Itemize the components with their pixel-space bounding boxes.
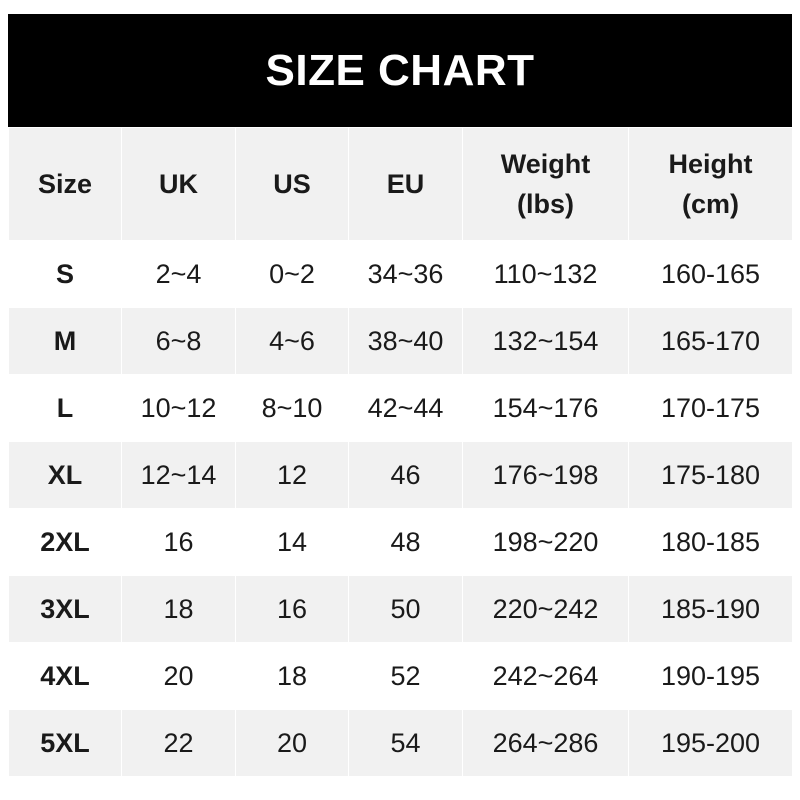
header-text: Weight [500, 149, 591, 179]
cell-weight: 154~176 [462, 374, 629, 442]
table-row: XL 12~14 12 46 176~198 175-180 [8, 441, 793, 509]
cell-us: 0~2 [235, 240, 349, 308]
cell-us: 12 [235, 441, 349, 509]
cell-eu: 52 [348, 642, 463, 710]
cell-us: 8~10 [235, 374, 349, 442]
table-row: 3XL 18 16 50 220~242 185-190 [8, 575, 793, 643]
column-header-eu: EU [348, 127, 463, 241]
cell-eu: 42~44 [348, 374, 463, 442]
cell-uk: 10~12 [121, 374, 236, 442]
cell-uk: 16 [121, 508, 236, 576]
cell-size: 3XL [8, 575, 122, 643]
cell-eu: 50 [348, 575, 463, 643]
table-row: S 2~4 0~2 34~36 110~132 160-165 [8, 240, 793, 308]
cell-weight: 176~198 [462, 441, 629, 509]
header-text: Size [37, 169, 93, 199]
cell-us: 18 [235, 642, 349, 710]
cell-weight: 110~132 [462, 240, 629, 308]
cell-uk: 20 [121, 642, 236, 710]
table-row: 2XL 16 14 48 198~220 180-185 [8, 508, 793, 576]
size-chart-table: Size UK US EU Weight (lbs) Height (cm) S 2~4 0~2 3… [8, 127, 793, 777]
cell-size: 2XL [8, 508, 122, 576]
cell-height: 190-195 [628, 642, 793, 710]
cell-eu: 46 [348, 441, 463, 509]
header-text: US [273, 169, 311, 199]
cell-height: 170-175 [628, 374, 793, 442]
header-row: Size UK US EU Weight (lbs) Height (cm) [8, 127, 793, 241]
cell-weight: 220~242 [462, 575, 629, 643]
table-row: L 10~12 8~10 42~44 154~176 170-175 [8, 374, 793, 442]
cell-height: 185-190 [628, 575, 793, 643]
header-text: UK [159, 169, 198, 199]
column-header-size: Size [8, 127, 122, 241]
column-header-weight: Weight (lbs) [462, 127, 629, 241]
header-text: (lbs) [517, 189, 574, 219]
cell-uk: 2~4 [121, 240, 236, 308]
cell-weight: 264~286 [462, 709, 629, 777]
cell-height: 180-185 [628, 508, 793, 576]
cell-height: 165-170 [628, 307, 793, 375]
cell-uk: 6~8 [121, 307, 236, 375]
cell-size: XL [8, 441, 122, 509]
cell-us: 20 [235, 709, 349, 777]
cell-us: 4~6 [235, 307, 349, 375]
cell-height: 175-180 [628, 441, 793, 509]
column-header-height: Height (cm) [628, 127, 793, 241]
cell-weight: 132~154 [462, 307, 629, 375]
page-title: SIZE CHART [265, 45, 535, 95]
cell-size: 4XL [8, 642, 122, 710]
cell-us: 16 [235, 575, 349, 643]
header-text: (cm) [681, 189, 739, 219]
cell-size: M [8, 307, 122, 375]
title-banner: SIZE CHART [8, 14, 792, 127]
cell-us: 14 [235, 508, 349, 576]
table-row: 5XL 22 20 54 264~286 195-200 [8, 709, 793, 777]
table-row: M 6~8 4~6 38~40 132~154 165-170 [8, 307, 793, 375]
cell-size: 5XL [8, 709, 122, 777]
cell-uk: 18 [121, 575, 236, 643]
cell-size: L [8, 374, 122, 442]
cell-height: 160-165 [628, 240, 793, 308]
cell-uk: 22 [121, 709, 236, 777]
cell-eu: 48 [348, 508, 463, 576]
header-text: Height [668, 149, 753, 179]
cell-eu: 54 [348, 709, 463, 777]
cell-uk: 12~14 [121, 441, 236, 509]
column-header-us: US [235, 127, 349, 241]
header-text: EU [386, 169, 425, 199]
cell-size: S [8, 240, 122, 308]
cell-weight: 198~220 [462, 508, 629, 576]
cell-weight: 242~264 [462, 642, 629, 710]
cell-height: 195-200 [628, 709, 793, 777]
cell-eu: 34~36 [348, 240, 463, 308]
column-header-uk: UK [121, 127, 236, 241]
cell-eu: 38~40 [348, 307, 463, 375]
table-row: 4XL 20 18 52 242~264 190-195 [8, 642, 793, 710]
